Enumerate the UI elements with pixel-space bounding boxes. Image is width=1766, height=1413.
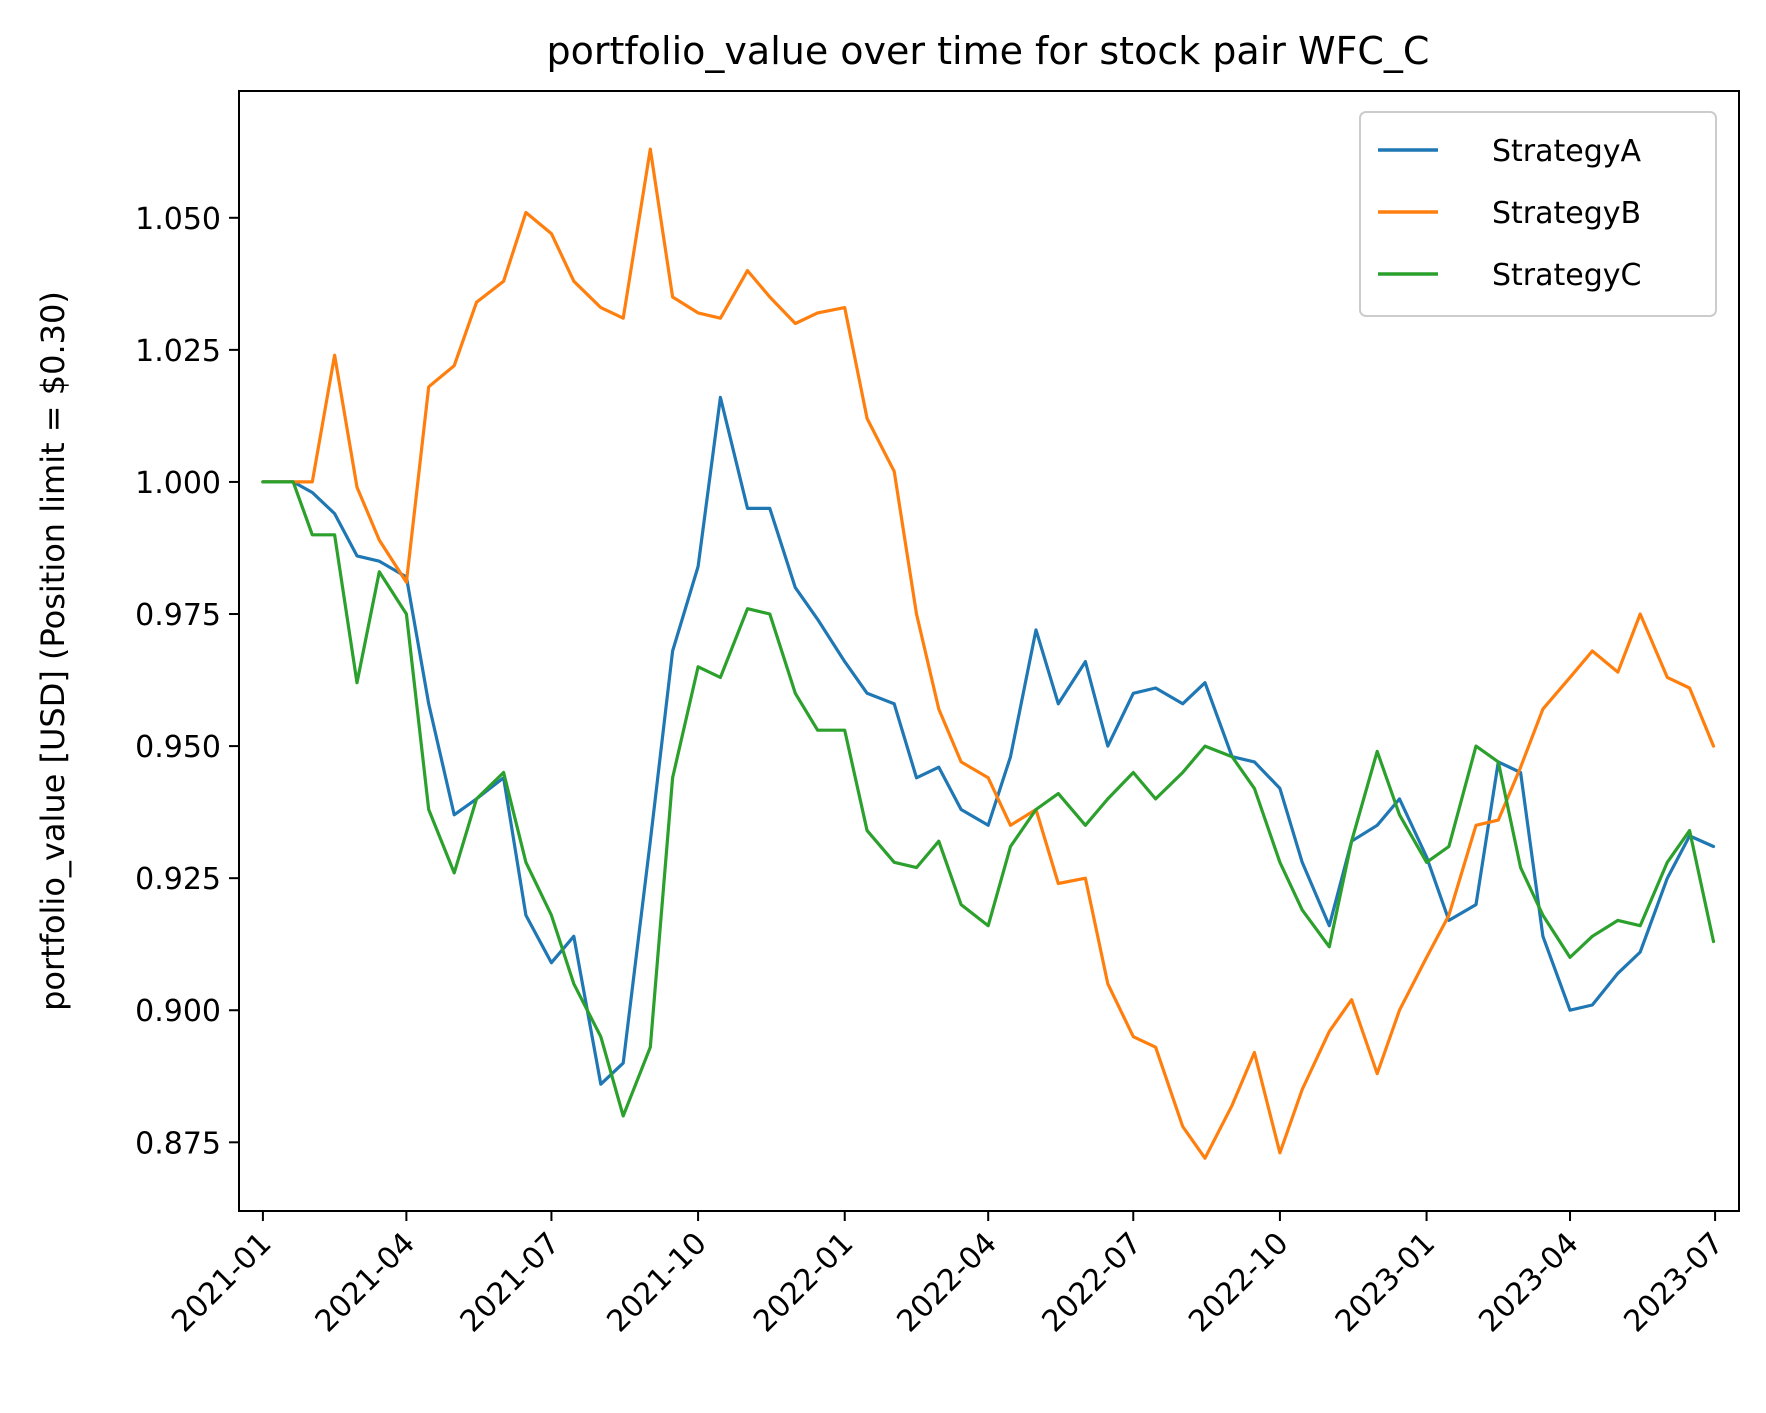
y-axis-label: portfolio_value [USD] (Position limit = …: [34, 291, 72, 1011]
y-tick-label: 1.025: [135, 334, 221, 369]
y-tick-label: 0.900: [135, 994, 221, 1029]
y-tick-label: 0.950: [135, 730, 221, 765]
legend-label: StrategyA: [1492, 134, 1642, 169]
plot-area: [261, 147, 1716, 1160]
legend-label: StrategyB: [1492, 196, 1641, 231]
chart-title: portfolio_value over time for stock pair…: [547, 29, 1430, 73]
y-axis: 0.875 0.900 0.925 0.950 0.975 1.000 1.025 1.050: [135, 202, 239, 1161]
y-tick-label: 0.875: [135, 1126, 221, 1161]
y-tick-label: 1.000: [135, 466, 221, 501]
y-tick-label: 0.975: [135, 598, 221, 633]
series-line-strategyb: [261, 147, 1716, 1160]
legend-box: [1359, 111, 1717, 317]
legend: StrategyA StrategyB StrategyC: [1359, 111, 1717, 317]
legend-label: StrategyC: [1492, 258, 1642, 293]
y-tick-label: 0.925: [135, 862, 221, 897]
series-line-strategyc: [261, 480, 1716, 1118]
y-tick-label: 1.050: [135, 202, 221, 237]
plot-frame: [238, 90, 1740, 1212]
